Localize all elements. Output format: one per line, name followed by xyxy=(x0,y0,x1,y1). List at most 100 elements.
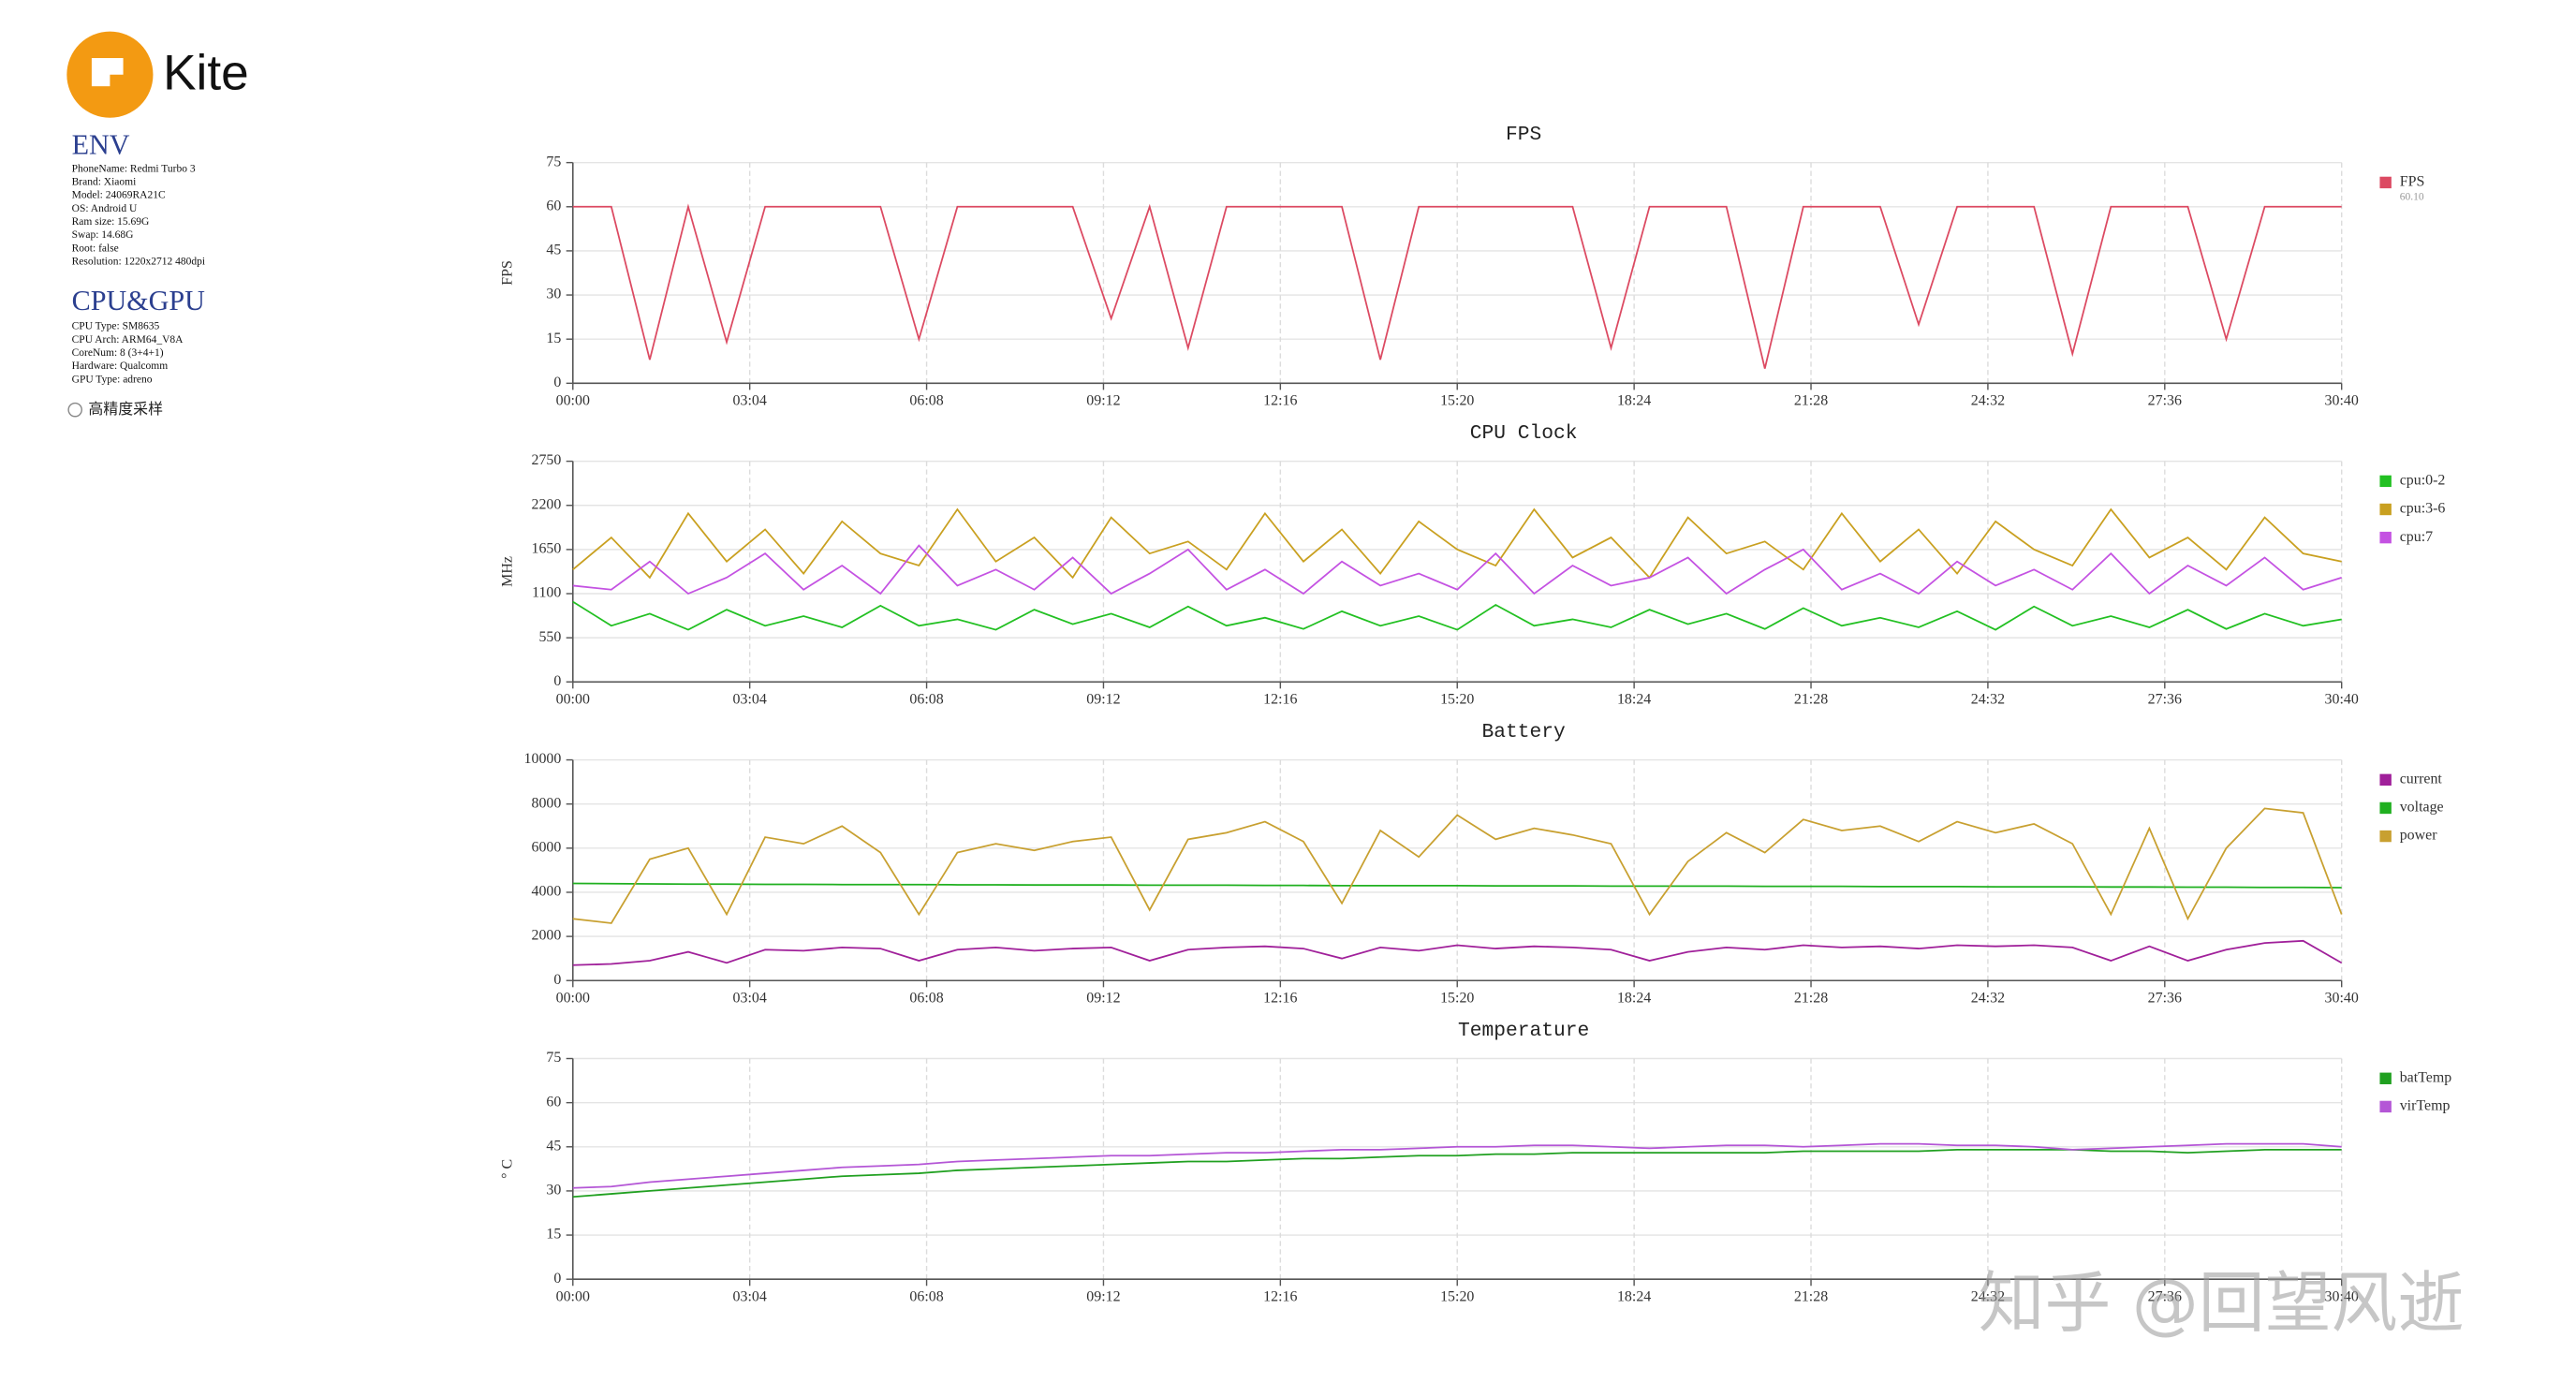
x-tick-label: 24:32 xyxy=(1971,990,2005,1006)
x-tick-label: 27:36 xyxy=(2148,990,2182,1006)
x-tick-label: 06:08 xyxy=(909,392,943,408)
env-line: OS: Android U xyxy=(72,203,138,214)
chart-title: Battery xyxy=(1481,721,1566,743)
legend-label: power xyxy=(2400,828,2438,844)
legend-swatch xyxy=(2379,773,2392,787)
legend-label: voltage xyxy=(2400,800,2444,816)
x-tick-label: 03:04 xyxy=(733,990,767,1006)
y-tick-label: 2200 xyxy=(532,496,562,512)
legend-label: batTemp xyxy=(2400,1069,2452,1085)
legend-swatch xyxy=(2379,176,2392,189)
x-tick-label: 09:12 xyxy=(1086,691,1120,707)
series-line xyxy=(572,507,2342,580)
x-tick-label: 09:12 xyxy=(1086,1288,1120,1304)
y-tick-label: 60 xyxy=(546,198,561,213)
series-line xyxy=(572,939,2343,966)
x-tick-label: 12:16 xyxy=(1263,990,1297,1006)
legend-label: cpu:7 xyxy=(2400,529,2433,545)
x-tick-label: 15:20 xyxy=(1440,392,1474,408)
env-line: Ram size: 15.69G xyxy=(72,216,150,228)
radio[interactable] xyxy=(67,402,82,418)
y-tick-label: 4000 xyxy=(532,884,562,900)
x-tick-label: 00:00 xyxy=(556,1288,590,1304)
x-tick-label: 00:00 xyxy=(556,691,590,707)
x-tick-label: 12:16 xyxy=(1263,392,1297,408)
logo-cut xyxy=(110,74,134,96)
x-tick-label: 06:08 xyxy=(909,990,943,1006)
x-tick-label: 09:12 xyxy=(1086,392,1120,408)
x-tick-label: 03:04 xyxy=(733,392,767,408)
legend-label: virTemp xyxy=(2400,1098,2451,1114)
y-tick-label: 60 xyxy=(546,1094,561,1110)
brand: Kite xyxy=(163,46,249,101)
legend-swatch xyxy=(2379,830,2392,843)
y-tick-label: 45 xyxy=(546,1138,561,1154)
series-line xyxy=(572,882,2342,889)
x-tick-label: 03:04 xyxy=(733,691,767,707)
x-tick-label: 15:20 xyxy=(1440,1288,1474,1304)
y-tick-label: 2750 xyxy=(532,452,562,468)
y-tick-label: 0 xyxy=(553,972,561,988)
env-line: Resolution: 1220x2712 480dpi xyxy=(72,257,205,268)
y-tick-label: 550 xyxy=(538,629,561,645)
x-tick-label: 12:16 xyxy=(1263,1288,1297,1304)
x-tick-label: 21:28 xyxy=(1794,990,1828,1006)
series-line xyxy=(572,1149,2342,1198)
legend-note: 60.10 xyxy=(2400,192,2424,203)
x-tick-label: 21:28 xyxy=(1794,392,1828,408)
option-label[interactable]: 高精度采样 xyxy=(88,400,163,418)
legend-swatch xyxy=(2379,1072,2392,1084)
x-tick-label: 18:24 xyxy=(1617,392,1651,408)
x-tick-label: 15:20 xyxy=(1440,990,1474,1006)
x-tick-label: 24:32 xyxy=(1971,1288,2005,1304)
env-line: PhoneName: Redmi Turbo 3 xyxy=(72,163,196,174)
x-tick-label: 24:32 xyxy=(1971,691,2005,707)
series-line xyxy=(572,544,2342,596)
x-tick-label: 27:36 xyxy=(2148,392,2182,408)
x-tick-label: 12:16 xyxy=(1263,691,1297,707)
x-tick-label: 24:32 xyxy=(1971,392,2005,408)
x-tick-label: 18:24 xyxy=(1617,691,1651,707)
legend-label: cpu:0-2 xyxy=(2400,473,2446,489)
x-tick-label: 15:20 xyxy=(1440,691,1474,707)
x-tick-label: 21:28 xyxy=(1794,1288,1828,1304)
y-tick-label: 6000 xyxy=(532,839,562,855)
x-tick-label: 30:40 xyxy=(2325,691,2359,707)
legend-swatch xyxy=(2379,801,2392,815)
env-line: Root: false xyxy=(72,243,119,254)
env-line: Brand: Xiaomi xyxy=(72,177,137,188)
env-heading: ENV xyxy=(72,129,130,161)
x-tick-label: 30:40 xyxy=(2325,392,2359,408)
y-tick-label: 15 xyxy=(546,1227,561,1243)
y-tick-label: 1650 xyxy=(532,541,562,557)
x-tick-label: 18:24 xyxy=(1617,990,1651,1006)
y-tick-label: 8000 xyxy=(532,795,562,811)
x-tick-label: 00:00 xyxy=(556,990,590,1006)
x-tick-label: 06:08 xyxy=(909,1288,943,1304)
y-tick-label: 30 xyxy=(546,287,561,302)
x-tick-label: 27:36 xyxy=(2148,1288,2182,1304)
x-tick-label: 18:24 xyxy=(1617,1288,1651,1304)
legend-label: current xyxy=(2400,771,2443,787)
y-tick-label: 75 xyxy=(546,1050,561,1066)
y-tick-label: 30 xyxy=(546,1183,561,1198)
series-line xyxy=(572,600,2342,631)
y-tick-label: 0 xyxy=(553,375,561,390)
cpu-gpu-heading: CPU&GPU xyxy=(72,285,205,316)
x-tick-label: 21:28 xyxy=(1794,691,1828,707)
env-line: Swap: 14.68G xyxy=(72,229,134,241)
series-line xyxy=(572,807,2343,924)
watermark: 知乎 @回望风逝 xyxy=(1979,1264,2465,1342)
y-tick-label: 2000 xyxy=(532,928,562,944)
chart-title: FPS xyxy=(1506,124,1541,146)
y-axis-label: MHz xyxy=(499,556,515,587)
y-tick-label: 0 xyxy=(553,1271,561,1287)
x-tick-label: 27:36 xyxy=(2148,691,2182,707)
legend-swatch xyxy=(2379,503,2392,516)
x-tick-label: 09:12 xyxy=(1086,990,1120,1006)
env-line: Model: 24069RA21C xyxy=(72,190,166,201)
legend-label: cpu:3-6 xyxy=(2400,501,2446,517)
y-tick-label: 10000 xyxy=(524,751,562,767)
cpu-gpu-line: GPU Type: adreno xyxy=(72,374,153,385)
